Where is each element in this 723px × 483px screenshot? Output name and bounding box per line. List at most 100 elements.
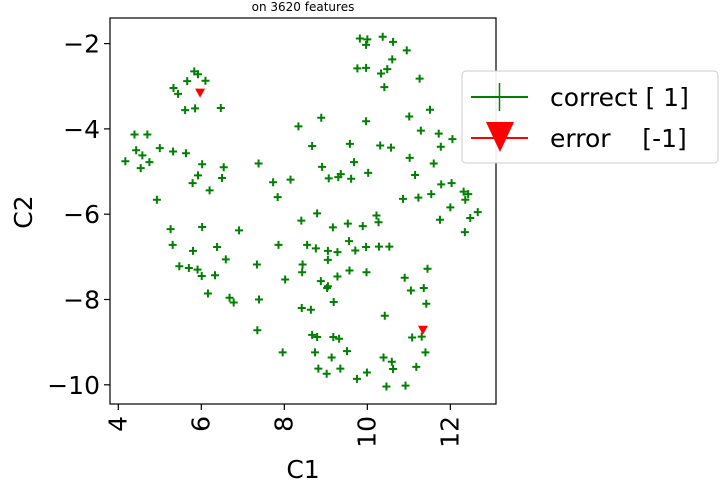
correct-point [323, 283, 332, 292]
chart-title: on 3620 features [252, 0, 355, 14]
correct-point [175, 262, 184, 271]
correct-point [130, 130, 139, 139]
correct-point [446, 203, 455, 212]
correct-point [193, 171, 202, 180]
correct-point [168, 240, 177, 249]
error-point [195, 88, 206, 98]
correct-point [412, 362, 421, 371]
correct-point [138, 151, 147, 160]
correct-point [189, 246, 198, 255]
correct-point [460, 228, 469, 237]
correct-point [235, 226, 244, 235]
correct-point [286, 175, 295, 184]
correct-point [324, 174, 333, 183]
correct-point [303, 240, 312, 249]
correct-point [355, 34, 364, 43]
correct-point [417, 332, 426, 341]
correct-point [188, 179, 197, 188]
correct-point [434, 129, 443, 138]
correct-point [421, 348, 430, 357]
correct-point [313, 209, 322, 218]
correct-point [362, 117, 371, 126]
correct-point [411, 170, 420, 179]
correct-point [318, 162, 327, 171]
correct-point [388, 55, 397, 64]
correct-point [372, 211, 381, 220]
correct-point [436, 142, 445, 151]
legend: correct [ 1] error [-1] [461, 70, 719, 164]
correct-point [198, 222, 207, 231]
correct-point [311, 244, 320, 253]
correct-point [278, 348, 287, 357]
y-tick-label: −6 [63, 200, 100, 229]
correct-point [184, 263, 193, 272]
correct-point [183, 77, 192, 86]
correct-point [405, 112, 414, 121]
correct-point [382, 382, 391, 391]
correct-point [252, 260, 261, 269]
correct-point [345, 139, 354, 148]
legend-correct-marker [471, 83, 528, 111]
correct-point [174, 89, 183, 98]
legend-correct-label: correct [ 1] [550, 83, 689, 112]
series-error-markers [195, 88, 428, 335]
correct-point [225, 293, 234, 302]
correct-point [269, 178, 278, 187]
y-tick-label: −2 [63, 30, 100, 59]
correct-point [143, 130, 152, 139]
correct-point [448, 135, 457, 144]
correct-point [313, 333, 322, 342]
correct-point [362, 243, 371, 252]
correct-point [380, 311, 389, 320]
correct-point [198, 160, 207, 169]
error-point [417, 325, 428, 335]
correct-point [281, 275, 290, 284]
correct-point [216, 103, 225, 112]
correct-point [358, 222, 367, 231]
correct-point [308, 330, 317, 339]
correct-point [297, 304, 306, 313]
legend-error-label: error [-1] [550, 124, 687, 153]
correct-point [405, 153, 414, 162]
correct-point [459, 187, 468, 196]
correct-point [336, 170, 345, 179]
correct-point [386, 143, 395, 152]
correct-point [298, 268, 307, 277]
y-tick-label: −10 [47, 371, 100, 400]
correct-point [329, 298, 338, 307]
correct-point [203, 289, 212, 298]
correct-point [399, 194, 408, 203]
correct-point [353, 64, 362, 73]
x-tick-label: 12 [435, 416, 464, 448]
correct-point [317, 113, 326, 122]
correct-point [378, 32, 387, 41]
correct-point [145, 158, 154, 167]
y-tick-label: −4 [63, 115, 100, 144]
correct-point [205, 186, 214, 195]
correct-point [461, 195, 470, 204]
x-axis-label: C1 [286, 455, 319, 483]
correct-point [362, 368, 371, 377]
correct-point [253, 326, 262, 335]
correct-point [201, 76, 210, 85]
correct-point [132, 146, 141, 155]
correct-point [343, 219, 352, 228]
correct-point [406, 286, 415, 295]
correct-point [327, 353, 336, 362]
correct-point [306, 305, 315, 314]
correct-point [389, 365, 398, 374]
y-axis: −2 −4 −6 −8 −10 [47, 30, 110, 400]
correct-point [298, 260, 307, 269]
correct-point [383, 65, 392, 74]
correct-point [181, 106, 190, 115]
correct-point [363, 35, 372, 44]
correct-point [352, 374, 361, 383]
correct-point [336, 364, 345, 373]
correct-point [211, 271, 220, 280]
correct-point [342, 347, 351, 356]
correct-point [362, 63, 371, 72]
correct-point [402, 46, 411, 55]
correct-point [387, 357, 396, 366]
correct-point [169, 83, 178, 92]
correct-point [422, 299, 431, 308]
